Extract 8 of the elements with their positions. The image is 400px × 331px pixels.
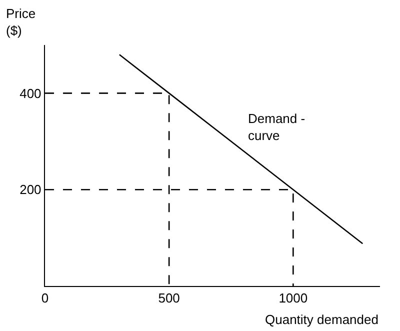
x-axis-title: Quantity demanded bbox=[265, 312, 378, 327]
y-axis-title: Price ($) bbox=[6, 6, 36, 38]
x-tick-label: 1000 bbox=[278, 290, 308, 306]
y-tick-label: 400 bbox=[20, 86, 42, 101]
y-tick-label: 200 bbox=[20, 182, 42, 198]
x-tick-label: 500 bbox=[158, 290, 180, 306]
annotation: Demand - curve bbox=[248, 111, 306, 143]
x-tick-label: 0 bbox=[41, 290, 49, 306]
